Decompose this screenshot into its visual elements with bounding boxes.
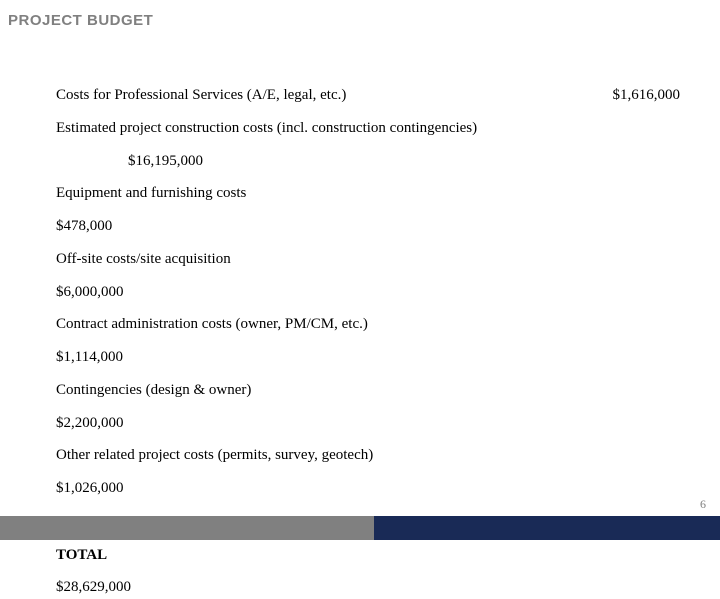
budget-row: $16,195,000 — [56, 151, 680, 173]
budget-row: Costs for Professional Services (A/E, le… — [56, 85, 680, 107]
page-heading: PROJECT BUDGET — [0, 0, 720, 29]
budget-row-total-label: TOTAL — [56, 545, 680, 567]
row-label: Contingencies (design & owner) — [56, 382, 251, 398]
row-label: $28,629,000 — [56, 579, 131, 595]
budget-row: Contract administration costs (owner, PM… — [56, 314, 680, 336]
budget-row: $1,026,000 — [56, 478, 680, 500]
budget-row: Equipment and furnishing costs — [56, 183, 680, 205]
row-label: Contract administration costs (owner, PM… — [56, 316, 368, 332]
row-label: Other related project costs (permits, su… — [56, 447, 373, 463]
row-amount: $1,616,000 — [613, 85, 681, 107]
footer-bar-right — [374, 516, 720, 540]
budget-row: $1,114,000 — [56, 347, 680, 369]
budget-row: $478,000 — [56, 216, 680, 238]
row-label: $6,000,000 — [56, 284, 124, 300]
row-label: Estimated project construction costs (in… — [56, 120, 477, 136]
row-label: Off-site costs/site acquisition — [56, 251, 231, 267]
row-label: $1,114,000 — [56, 349, 123, 365]
budget-row: $6,000,000 — [56, 282, 680, 304]
budget-row: Off-site costs/site acquisition — [56, 249, 680, 271]
footer-bar-left — [0, 516, 374, 540]
row-label: Equipment and furnishing costs — [56, 185, 246, 201]
row-label: $16,195,000 — [128, 153, 203, 169]
row-label: $1,026,000 — [56, 480, 124, 496]
budget-row: Contingencies (design & owner) — [56, 380, 680, 402]
row-label: $2,200,000 — [56, 415, 124, 431]
budget-row: $2,200,000 — [56, 413, 680, 435]
footer-bar — [0, 516, 720, 540]
budget-row-total-amount: $28,629,000 — [56, 577, 680, 599]
page-number: 6 — [700, 497, 706, 512]
budget-row: Other related project costs (permits, su… — [56, 445, 680, 467]
budget-row: Estimated project construction costs (in… — [56, 118, 680, 140]
row-label: TOTAL — [56, 547, 107, 563]
row-label: Costs for Professional Services (A/E, le… — [56, 85, 346, 107]
row-label: $478,000 — [56, 218, 112, 234]
budget-list: Costs for Professional Services (A/E, le… — [0, 29, 720, 599]
